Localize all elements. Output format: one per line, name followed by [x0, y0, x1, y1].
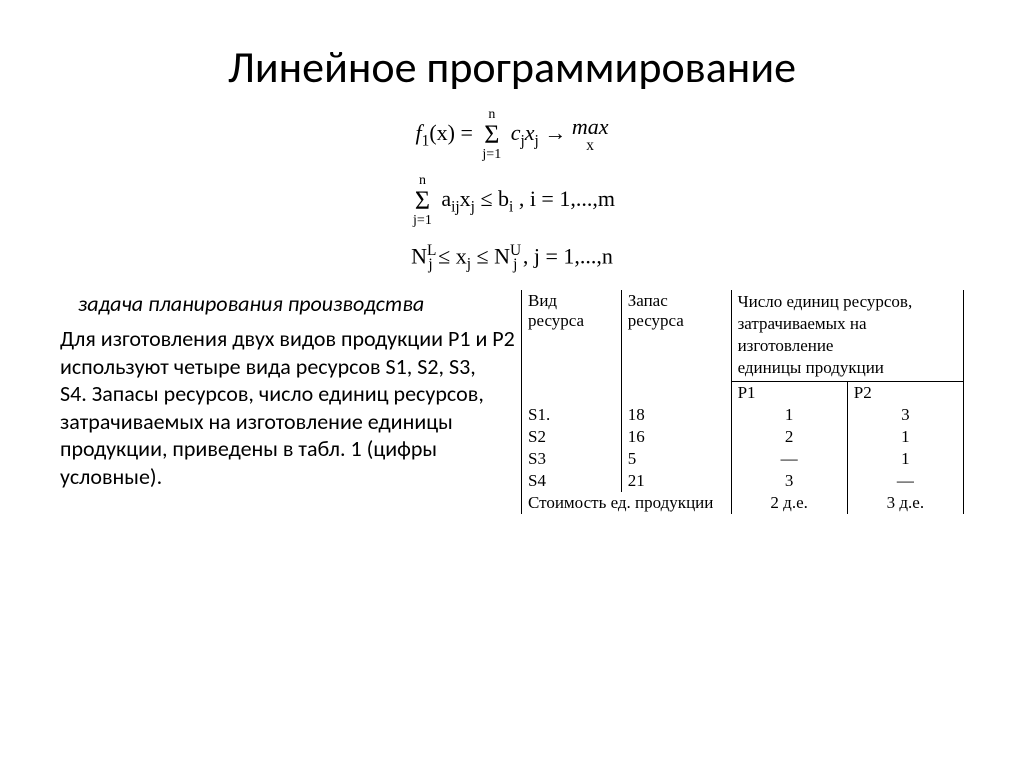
th-resource-type: Вид ресурса [522, 290, 622, 403]
footer-p1: 2 д.е. [731, 492, 847, 514]
arrow-icon: → [544, 120, 572, 145]
sigma-icon-2: Σ [413, 188, 432, 214]
term-x: x [525, 120, 535, 145]
body-paragraph: Для изготовления двух видов продукции Р1… [60, 325, 515, 490]
leq-1: ≤ [480, 186, 498, 211]
th-p2: Р2 [847, 381, 963, 404]
table-row-stock: 16 [621, 426, 731, 448]
x-mid-sub: j [467, 256, 471, 273]
term-x-sub: j [535, 132, 539, 149]
th-units: Число единиц ресурсов, затрачиваемых на … [731, 290, 963, 381]
table-row-name: S1. [522, 404, 622, 426]
table-row-stock: 5 [621, 448, 731, 470]
table-row-stock: 21 [621, 470, 731, 492]
sigma-icon: Σ [482, 122, 501, 148]
N1-sub: j [428, 256, 432, 273]
x-term: x [460, 186, 471, 211]
max-sub: x [572, 138, 609, 153]
sum2-bot: j=1 [413, 214, 432, 228]
footer-p2: 3 д.е. [847, 492, 963, 514]
sum1-bot: j=1 [482, 148, 501, 162]
th-units-l2: затрачиваемых на изготовление [738, 314, 867, 355]
N2: N [494, 243, 510, 268]
sum-symbol-2: n Σ j=1 [413, 174, 432, 228]
table-row-p1: 2 [731, 426, 847, 448]
table-row-stock: 18 [621, 404, 731, 426]
table-row-name: S3 [522, 448, 622, 470]
th-p1: Р1 [731, 381, 847, 404]
th-units-l1: Число единиц ресурсов, [738, 292, 913, 311]
table-row-p2: 1 [847, 426, 963, 448]
a-sub: ij [451, 198, 460, 215]
footer-label: Стоимость ед. продукции [522, 492, 732, 514]
table-row-p1: 3 [731, 470, 847, 492]
max-block: max x [572, 116, 609, 153]
j-range: , j = 1,...,n [523, 243, 613, 268]
th-units-l3: единицы продукции [738, 358, 884, 377]
max-text: max [572, 116, 609, 138]
table-row-p2: — [847, 470, 963, 492]
table-row-p2: 1 [847, 448, 963, 470]
N2-sub: j [513, 256, 517, 273]
slide-title: Линейное программирование [60, 40, 964, 94]
i-range: , i = 1,...,m [519, 186, 615, 211]
b-sub: i [509, 198, 513, 215]
table-row-p2: 3 [847, 404, 963, 426]
leq-2: ≤ [438, 243, 456, 268]
th-stock: Запас ресурса [621, 290, 731, 403]
sum-symbol-1: n Σ j=1 [482, 108, 501, 162]
formulas-block: f1(x) = n Σ j=1 cjxj → max x n Σ j=1 aij… [60, 104, 964, 278]
f1-x: (x) = [429, 120, 473, 145]
a-term: a [441, 186, 451, 211]
b-term: b [498, 186, 509, 211]
table-row-p1: — [731, 448, 847, 470]
table-row-name: S4 [522, 470, 622, 492]
subtitle: задача планирования производства [60, 290, 515, 317]
x-mid: x [456, 243, 467, 268]
table-row-name: S2 [522, 426, 622, 448]
resource-table: Вид ресурса Запас ресурса Число единиц р… [521, 290, 964, 513]
x-sub: j [471, 198, 475, 215]
leq-3: ≤ [477, 243, 495, 268]
N1: N [411, 243, 427, 268]
table-row-p1: 1 [731, 404, 847, 426]
